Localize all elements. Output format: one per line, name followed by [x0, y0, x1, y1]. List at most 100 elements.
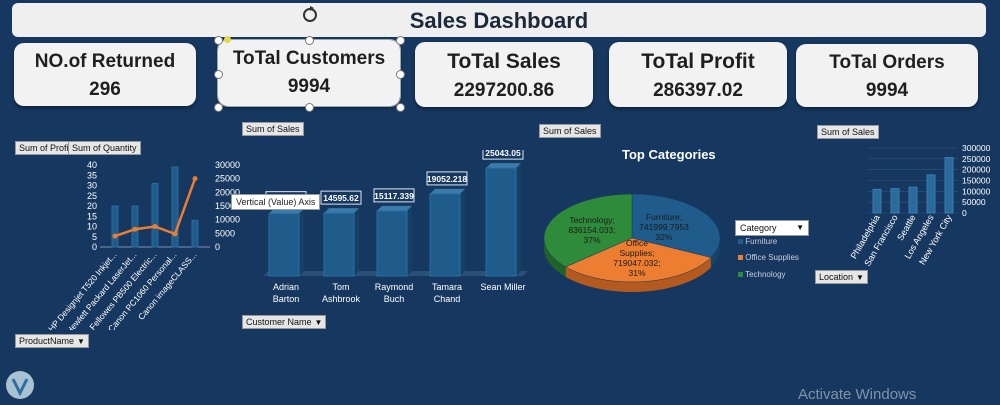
left-axis-tick: 10 [87, 222, 97, 232]
city-axis-tick: 50000 [962, 197, 986, 207]
customer-name-label: Buch [384, 294, 405, 304]
resize-handle[interactable] [305, 36, 314, 45]
customer-bar-side [407, 205, 412, 276]
filter-dropdown-icon[interactable]: ▼ [314, 318, 323, 327]
pivot-field-sum-of-profit[interactable]: Sum of Profit [15, 141, 76, 155]
filter-dropdown-icon[interactable]: ▼ [856, 273, 864, 282]
pie-slice [565, 237, 712, 283]
legend-label: Technology [745, 270, 786, 279]
quantity-bar [151, 182, 159, 248]
kpi-card-customers[interactable]: ToTal Customers 9994 [217, 39, 401, 107]
pivot-field-sum-of-sales[interactable]: Sum of Sales [539, 124, 601, 138]
kpi-card-profit[interactable]: ToTal Profit 286397.02 [609, 42, 787, 107]
profit-point [192, 176, 198, 182]
pie-slice-side [544, 238, 566, 277]
customer-bar [429, 193, 461, 277]
pie-data-label: 31% [628, 268, 645, 278]
left-axis-tick: 40 [87, 160, 97, 170]
pie-data-label: Technology; [569, 215, 614, 225]
customer-bar [268, 213, 300, 277]
customer-bar [376, 210, 408, 277]
profit-point [132, 226, 138, 232]
pie-data-label: 32% [655, 232, 672, 242]
adjust-handle[interactable] [224, 36, 231, 43]
city-bar [926, 174, 936, 214]
city-axis-tick: 100000 [962, 186, 991, 196]
city-bar [872, 188, 882, 214]
pivot-field-sum-of-quantity[interactable]: Sum of Quantity [68, 141, 141, 155]
kpi-label: NO.of Returned [34, 51, 176, 72]
legend-label: Office Supplies [745, 253, 799, 262]
kpi-label: ToTal Profit [641, 50, 755, 73]
pie-data-label: Furniture; [646, 212, 682, 222]
pie-chart-title: Top Categories [622, 147, 716, 162]
customer-name-label: Tamara [432, 282, 462, 292]
axis-tooltip: Vertical (Value) Axis [231, 194, 321, 210]
pie-data-label: Office [626, 238, 648, 248]
resize-handle[interactable] [305, 103, 314, 112]
kpi-card-sales[interactable]: ToTal Sales 2297200.86 [415, 42, 593, 107]
customer-name-filter[interactable]: Customer Name ▼ [242, 315, 327, 329]
customer-bar [323, 212, 355, 277]
city-sales-chart[interactable]: 300000250000200000150000100000500000Phil… [840, 140, 1000, 270]
pie-slice-side [710, 238, 720, 268]
resize-handle[interactable] [214, 103, 223, 112]
filter-label: Location [819, 272, 854, 282]
resize-handle[interactable] [396, 36, 405, 45]
pie-slice-side [565, 257, 711, 292]
category-filter[interactable]: Category ▼ [735, 220, 809, 236]
customer-sales-chart[interactable]: 14473.571AdrianBarton14595.62TomAshbrook… [255, 150, 535, 310]
resize-handle[interactable] [214, 70, 223, 79]
data-label: 19052.218 [427, 174, 467, 184]
right-axis-tick: 0 [215, 242, 220, 252]
resize-handle[interactable] [214, 36, 223, 45]
customer-name-label: Tom [332, 282, 349, 292]
filter-dropdown-icon[interactable]: ▼ [77, 337, 85, 346]
kpi-value: 9994 [287, 76, 331, 97]
kpi-value: 286397.02 [653, 80, 743, 101]
pie-slice [543, 193, 633, 268]
left-axis-tick: 30 [87, 181, 97, 191]
quantity-bar [171, 166, 179, 248]
customer-name-label: Barton [273, 294, 300, 304]
customer-bar-top [486, 163, 521, 169]
location-filter[interactable]: Location ▼ [815, 270, 868, 284]
product-name-filter[interactable]: ProductName ▼ [15, 334, 89, 348]
city-axis-tick: 200000 [962, 165, 991, 175]
city-axis-tick: 300000 [962, 143, 991, 153]
pivot-field-sum-of-sales[interactable]: Sum of Sales [242, 122, 304, 136]
pie-slice [631, 193, 721, 258]
right-axis-tick: 10000 [215, 215, 240, 225]
resize-handle[interactable] [396, 103, 405, 112]
right-axis-tick: 30000 [215, 160, 240, 170]
kpi-label: ToTal Sales [447, 50, 561, 73]
profit-point [172, 231, 178, 237]
city-bar [944, 156, 954, 214]
right-axis-tick: 5000 [215, 228, 235, 238]
kpi-value: 9994 [865, 80, 909, 101]
customer-name-label: Ashbrook [322, 294, 361, 304]
pivot-field-sum-of-sales[interactable]: Sum of Sales [817, 125, 879, 139]
filter-label: Customer Name [246, 317, 312, 327]
customer-bar-side [516, 163, 521, 276]
customer-bar-side [354, 208, 359, 276]
kpi-card-returned[interactable]: NO.of Returned 296 [14, 43, 196, 106]
data-label: 14595.62 [323, 193, 359, 203]
app-logo-icon [6, 371, 34, 399]
left-axis-tick: 35 [87, 170, 97, 180]
kpi-card-orders[interactable]: ToTal Orders 9994 [796, 44, 978, 107]
quantity-bar [111, 205, 119, 248]
customer-name-label: Sean Miller [480, 282, 525, 292]
product-combo-chart[interactable]: 4035302520151050300002500020000150001000… [40, 150, 250, 330]
city-axis-tick: 250000 [962, 154, 991, 164]
customer-bar-top [324, 208, 359, 214]
resize-handle[interactable] [396, 70, 405, 79]
city-axis-tick: 0 [962, 208, 967, 218]
filter-dropdown-icon[interactable]: ▼ [796, 223, 804, 232]
legend-item-technology: Technology [738, 270, 786, 279]
filter-label: Category [740, 223, 777, 233]
profit-point [152, 224, 158, 229]
rotate-handle-icon[interactable] [300, 5, 320, 25]
city-bar [890, 188, 900, 214]
